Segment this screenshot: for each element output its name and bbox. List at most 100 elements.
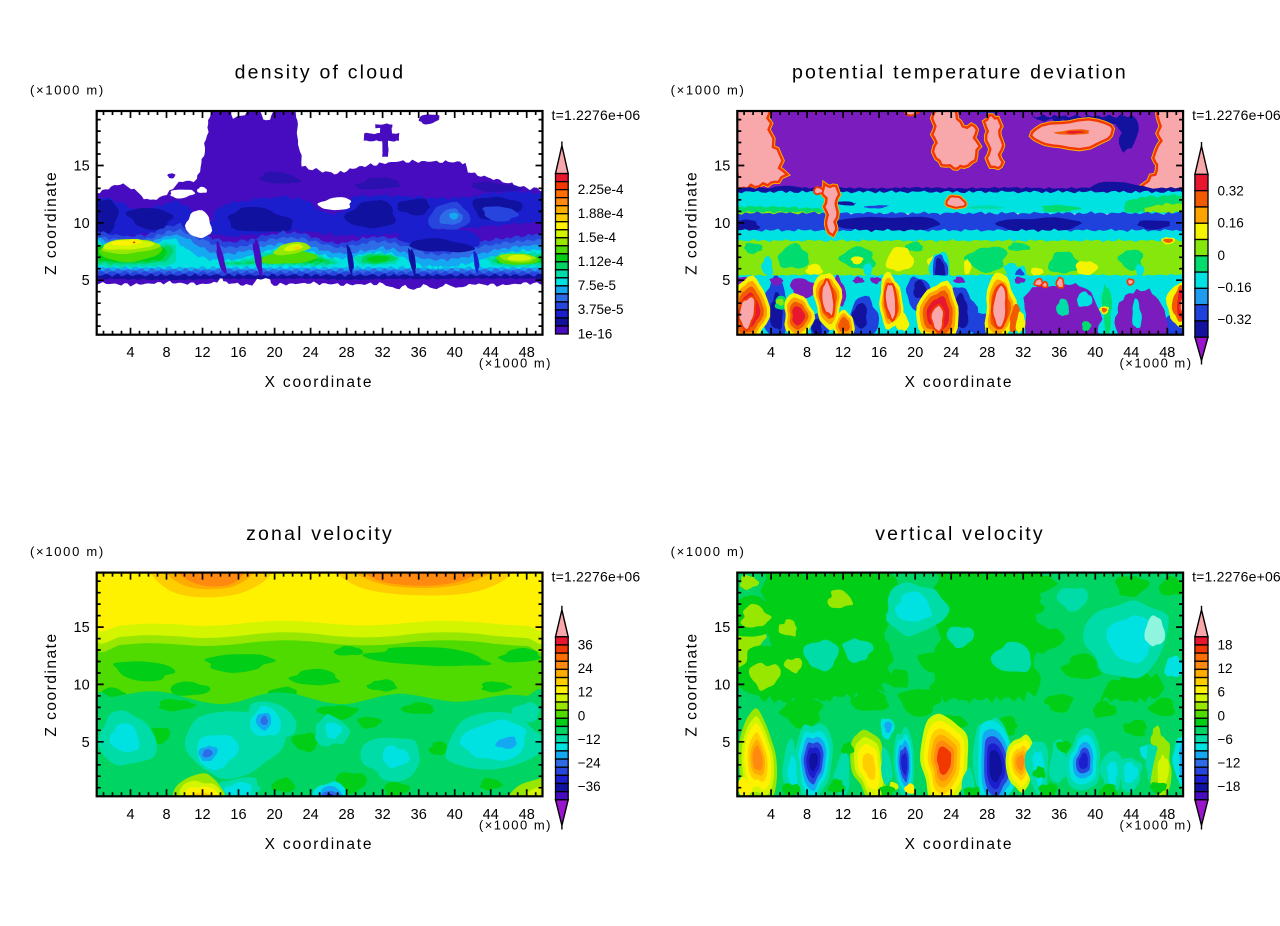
svg-text:(×1000 m): (×1000 m) [30, 544, 105, 559]
svg-text:32: 32 [375, 345, 391, 361]
svg-text:X coordinate: X coordinate [905, 836, 1014, 853]
svg-text:44: 44 [1123, 807, 1139, 823]
svg-text:24: 24 [943, 807, 959, 823]
svg-text:48: 48 [519, 807, 535, 823]
svg-text:28: 28 [339, 807, 355, 823]
svg-text:16: 16 [871, 345, 887, 361]
svg-text:28: 28 [979, 345, 995, 361]
svg-text:(×1000 m): (×1000 m) [1119, 356, 1192, 371]
svg-text:5: 5 [722, 273, 730, 289]
svg-text:8: 8 [162, 345, 170, 361]
svg-text:4: 4 [126, 807, 134, 823]
svg-text:t=1.2276e+06: t=1.2276e+06 [552, 107, 641, 123]
svg-text:32: 32 [1015, 345, 1031, 361]
svg-text:(×1000 m): (×1000 m) [1119, 817, 1192, 832]
svg-text:36: 36 [1051, 807, 1067, 823]
svg-text:Z coordinate: Z coordinate [43, 171, 60, 275]
svg-text:(×1000 m): (×1000 m) [671, 544, 746, 559]
svg-text:36: 36 [1051, 345, 1067, 361]
svg-text:18: 18 [1218, 638, 1233, 653]
svg-text:36: 36 [411, 345, 427, 361]
svg-text:24: 24 [303, 807, 319, 823]
svg-text:44: 44 [1123, 345, 1139, 361]
svg-text:24: 24 [303, 345, 319, 361]
svg-text:−24: −24 [578, 756, 601, 771]
svg-text:potential temperature deviatio: potential temperature deviation [792, 62, 1128, 84]
svg-text:24: 24 [943, 345, 959, 361]
svg-text:15: 15 [74, 159, 90, 175]
svg-text:28: 28 [339, 345, 355, 361]
svg-text:32: 32 [375, 807, 391, 823]
svg-text:1.5e-4: 1.5e-4 [578, 230, 617, 245]
svg-text:44: 44 [483, 807, 499, 823]
svg-text:12: 12 [194, 807, 210, 823]
svg-text:8: 8 [803, 345, 811, 361]
svg-text:−12: −12 [1218, 756, 1241, 771]
svg-text:48: 48 [1159, 807, 1175, 823]
svg-text:40: 40 [1087, 345, 1103, 361]
svg-text:0.32: 0.32 [1218, 184, 1244, 199]
svg-text:48: 48 [519, 345, 535, 361]
svg-text:(×1000 m): (×1000 m) [479, 356, 552, 371]
svg-text:10: 10 [74, 216, 90, 232]
svg-text:4: 4 [767, 345, 775, 361]
svg-text:−18: −18 [1218, 779, 1241, 794]
svg-text:zonal velocity: zonal velocity [246, 523, 394, 545]
svg-text:20: 20 [267, 807, 283, 823]
svg-text:8: 8 [803, 807, 811, 823]
svg-text:2.25e-4: 2.25e-4 [578, 182, 624, 197]
svg-text:1.12e-4: 1.12e-4 [578, 254, 624, 269]
svg-text:15: 15 [714, 159, 730, 175]
svg-text:t=1.2276e+06: t=1.2276e+06 [1192, 107, 1280, 123]
svg-text:16: 16 [230, 345, 246, 361]
svg-text:12: 12 [835, 807, 851, 823]
svg-text:48: 48 [1159, 345, 1175, 361]
svg-text:1.88e-4: 1.88e-4 [578, 206, 624, 221]
svg-text:16: 16 [871, 807, 887, 823]
svg-text:4: 4 [126, 345, 134, 361]
svg-text:X coordinate: X coordinate [265, 836, 374, 853]
svg-text:Z coordinate: Z coordinate [684, 632, 701, 736]
svg-text:Z coordinate: Z coordinate [684, 171, 701, 275]
svg-text:8: 8 [162, 807, 170, 823]
svg-text:32: 32 [1015, 807, 1031, 823]
svg-text:t=1.2276e+06: t=1.2276e+06 [1192, 569, 1280, 585]
svg-text:24: 24 [578, 661, 594, 676]
svg-text:X coordinate: X coordinate [265, 374, 374, 391]
svg-text:Z coordinate: Z coordinate [43, 632, 60, 736]
svg-text:40: 40 [1087, 807, 1103, 823]
svg-text:0: 0 [1218, 248, 1226, 263]
svg-text:5: 5 [82, 735, 90, 751]
svg-text:6: 6 [1218, 685, 1226, 700]
svg-text:−12: −12 [578, 732, 601, 747]
svg-text:15: 15 [74, 620, 90, 636]
svg-text:0: 0 [1218, 708, 1226, 723]
svg-text:40: 40 [447, 345, 463, 361]
svg-text:vertical velocity: vertical velocity [875, 523, 1045, 545]
svg-text:−0.16: −0.16 [1218, 280, 1252, 295]
svg-text:−0.32: −0.32 [1218, 312, 1252, 327]
svg-text:3.75e-5: 3.75e-5 [578, 302, 624, 317]
svg-text:0.16: 0.16 [1218, 216, 1244, 231]
svg-text:t=1.2276e+06: t=1.2276e+06 [552, 569, 641, 585]
svg-text:10: 10 [714, 677, 730, 693]
svg-text:36: 36 [411, 807, 427, 823]
svg-text:4: 4 [767, 807, 775, 823]
svg-text:−36: −36 [578, 779, 601, 794]
svg-text:16: 16 [230, 807, 246, 823]
svg-text:density of cloud: density of cloud [235, 62, 406, 84]
svg-text:(×1000 m): (×1000 m) [30, 83, 105, 98]
svg-text:40: 40 [447, 807, 463, 823]
svg-text:(×1000 m): (×1000 m) [479, 817, 552, 832]
svg-text:10: 10 [714, 216, 730, 232]
svg-text:20: 20 [907, 345, 923, 361]
svg-text:−6: −6 [1218, 732, 1233, 747]
svg-text:15: 15 [714, 620, 730, 636]
svg-text:5: 5 [82, 273, 90, 289]
svg-text:28: 28 [979, 807, 995, 823]
svg-text:36: 36 [578, 638, 593, 653]
svg-text:0: 0 [578, 708, 586, 723]
svg-text:12: 12 [578, 685, 593, 700]
svg-text:12: 12 [835, 345, 851, 361]
svg-text:5: 5 [722, 735, 730, 751]
